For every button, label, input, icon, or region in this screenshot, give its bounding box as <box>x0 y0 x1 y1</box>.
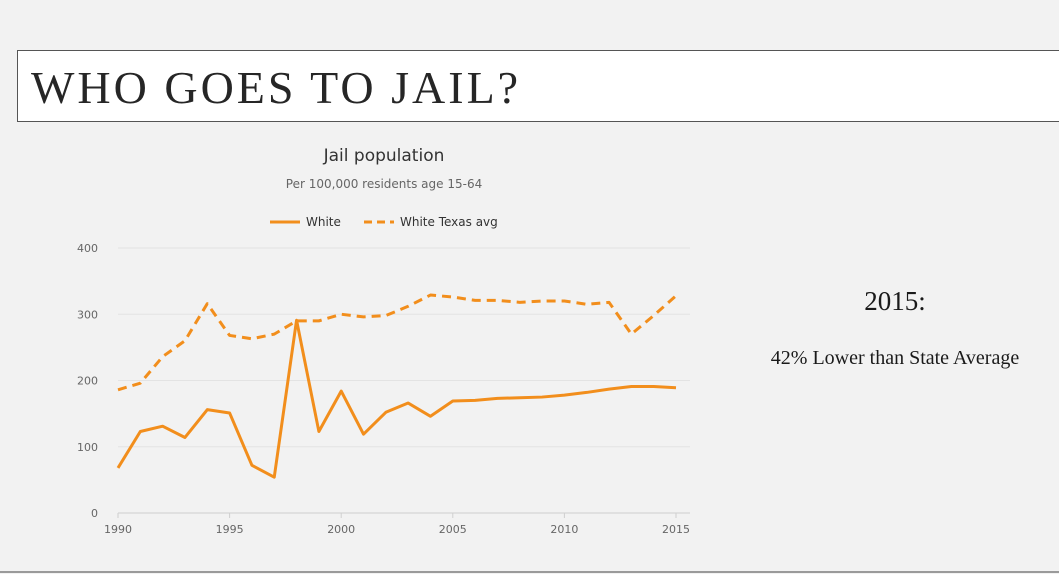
bottom-divider <box>0 571 1059 573</box>
series-line <box>117 293 677 392</box>
x-tick-label: 2000 <box>327 523 355 536</box>
chart-subtitle: Per 100,000 residents age 15-64 <box>286 177 482 191</box>
jail-population-chart: Jail population Per 100,000 residents ag… <box>77 146 690 536</box>
highlight-year: 2015: <box>864 286 926 316</box>
legend-label: White Texas avg <box>400 215 498 229</box>
x-tick-label: 2005 <box>439 523 467 536</box>
y-tick-label: 400 <box>77 242 98 255</box>
slide-title: WHO GOES TO JAIL? <box>31 62 522 113</box>
title-box: WHO GOES TO JAIL? <box>17 50 1059 122</box>
series-line <box>116 318 677 479</box>
y-axis: 0 100 200 300 400 <box>77 242 98 520</box>
y-tick-label: 0 <box>91 507 98 520</box>
chart-legend: White White Texas avg <box>270 215 498 229</box>
x-tick-label: 1990 <box>104 523 132 536</box>
legend-label: White <box>306 215 341 229</box>
chart-series <box>116 293 677 479</box>
chart-title: Jail population <box>323 146 445 166</box>
y-tick-label: 100 <box>77 441 98 454</box>
x-axis: 1990 1995 2000 2005 2010 2015 <box>104 513 690 536</box>
highlight-note: 42% Lower than State Average <box>770 347 1020 369</box>
y-tick-label: 300 <box>77 308 98 321</box>
x-tick-label: 1995 <box>216 523 244 536</box>
x-tick-label: 2010 <box>550 523 578 536</box>
y-tick-label: 200 <box>77 375 98 388</box>
chart-grid <box>118 247 690 514</box>
x-tick-label: 2015 <box>662 523 690 536</box>
